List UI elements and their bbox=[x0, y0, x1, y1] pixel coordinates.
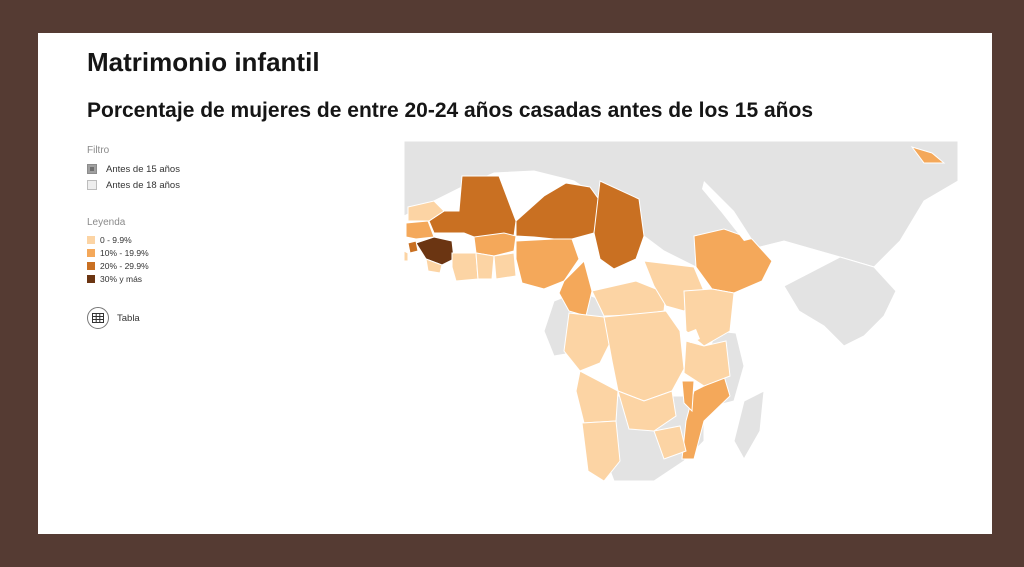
legend-item-10-20: 10% - 19.9% bbox=[87, 246, 347, 259]
country-angola bbox=[575, 370, 619, 424]
country-madagascar-small bbox=[404, 250, 409, 262]
filter-option-before-18[interactable]: Antes de 18 años bbox=[87, 177, 347, 193]
country-burkina bbox=[473, 232, 517, 257]
country-ghana bbox=[475, 252, 495, 280]
filter-checkbox-before-15[interactable] bbox=[87, 164, 97, 174]
page-title: Matrimonio infantil bbox=[87, 47, 320, 77]
content-panel: Matrimonio infantil Porcentaje de mujere… bbox=[38, 33, 992, 534]
country-ivory-coast bbox=[451, 252, 479, 282]
legend-swatch bbox=[87, 274, 95, 283]
legend-item-label: 10% - 19.9% bbox=[100, 247, 149, 258]
filter-option-before-15[interactable]: Antes de 15 años bbox=[87, 161, 347, 177]
countries bbox=[404, 146, 946, 481]
choropleth-map bbox=[404, 141, 958, 481]
country-mozambique bbox=[681, 375, 731, 460]
legend-swatch bbox=[87, 261, 95, 270]
legend-swatch bbox=[87, 248, 95, 257]
legend-item-30-plus: 30% y más bbox=[87, 272, 347, 285]
legend-item-20-30: 20% - 29.9% bbox=[87, 259, 347, 272]
country-zimbabwe bbox=[653, 425, 687, 460]
country-tanzania bbox=[683, 340, 731, 387]
country-niger bbox=[515, 182, 601, 240]
country-malawi bbox=[681, 380, 695, 413]
country-sierra-leone bbox=[425, 258, 443, 274]
page-subtitle: Porcentaje de mujeres de entre 20-24 año… bbox=[87, 99, 814, 122]
legend-heading: Leyenda bbox=[87, 217, 126, 228]
water-bodies bbox=[686, 181, 752, 343]
table-view-label: Tabla bbox=[117, 312, 140, 324]
filter-checkbox-before-18[interactable] bbox=[87, 180, 97, 190]
filter-option-label: Antes de 15 años bbox=[106, 163, 180, 175]
country-guinea bbox=[415, 236, 455, 266]
sidebar: Filtro Antes de 15 años Antes de 18 años… bbox=[87, 145, 347, 329]
red-sea bbox=[702, 181, 752, 241]
country-mali bbox=[428, 175, 517, 240]
country-guinea-bissau bbox=[407, 240, 419, 254]
legend-item-label: 20% - 29.9% bbox=[100, 260, 149, 271]
country-mauritania bbox=[407, 200, 445, 222]
country-namibia bbox=[581, 420, 621, 481]
country-ethiopia bbox=[693, 228, 773, 294]
legend-swatch bbox=[87, 235, 95, 244]
table-grid-icon[interactable] bbox=[87, 307, 109, 329]
filter-option-label: Antes de 18 años bbox=[106, 179, 180, 191]
lake-victoria bbox=[686, 329, 700, 343]
legend-item-label: 30% y más bbox=[100, 273, 143, 284]
table-view-button[interactable]: Tabla bbox=[87, 307, 347, 329]
legend-item-0-10: 0 - 9.9% bbox=[87, 233, 347, 246]
country-zambia bbox=[617, 390, 677, 432]
filter-heading: Filtro bbox=[87, 145, 110, 156]
country-nepal bbox=[910, 146, 946, 164]
country-drc bbox=[603, 310, 685, 402]
country-togo-benin bbox=[493, 252, 517, 280]
country-chad bbox=[593, 180, 645, 270]
legend: Leyenda 0 - 9.9% 10% - 19.9% 20% - 29.9%… bbox=[87, 217, 347, 285]
legend-item-label: 0 - 9.9% bbox=[100, 234, 132, 245]
